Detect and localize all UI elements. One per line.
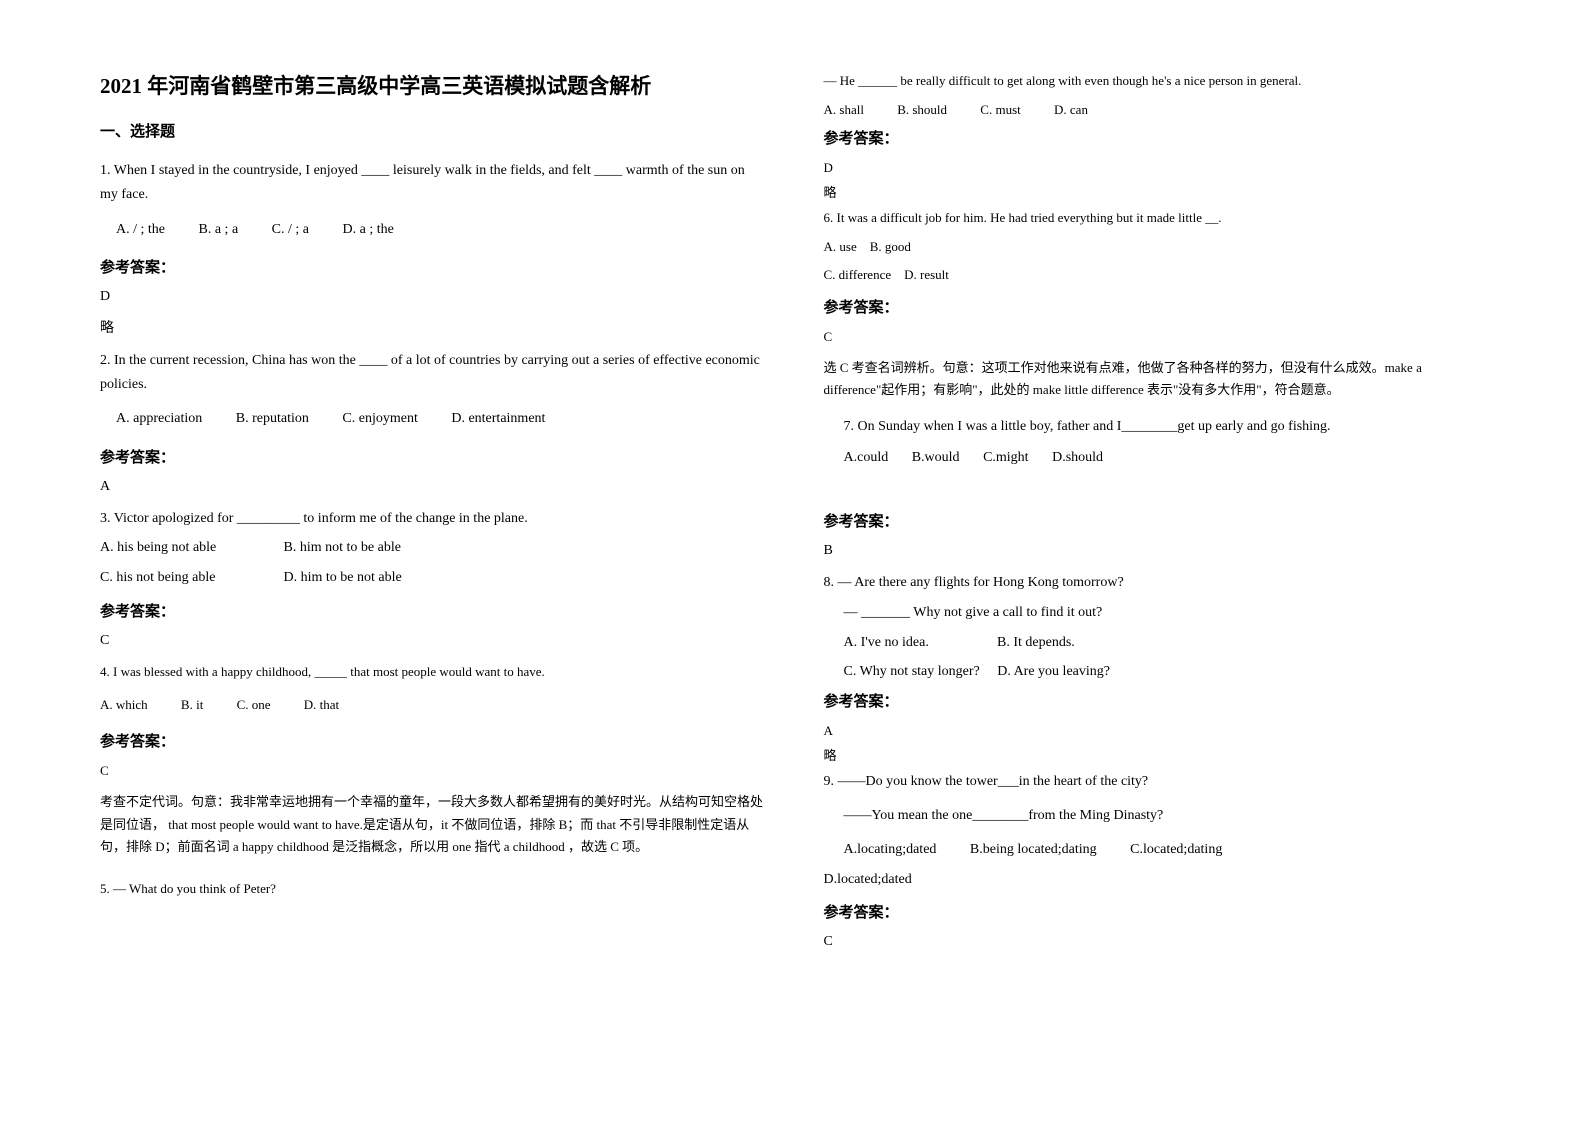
q8-answer-label: 参考答案：: [824, 690, 1488, 711]
q3-opt-a: A. his being not able: [100, 536, 280, 560]
q1-text: 1. When I stayed in the countryside, I e…: [100, 159, 764, 207]
q9-opt-b: B.being located;dating: [970, 838, 1097, 862]
q7-opt-c: C.might: [983, 445, 1029, 470]
q3-answer-label: 参考答案：: [100, 600, 764, 621]
q2-answer: A: [100, 479, 764, 495]
q6-options-row1: A. use B. good: [824, 236, 1488, 258]
q4-answer-label: 参考答案：: [100, 730, 764, 751]
q1-answer: D: [100, 289, 764, 305]
q8-options-row2: C. Why not stay longer? D. Are you leavi…: [824, 660, 1488, 684]
q2-answer-label: 参考答案：: [100, 446, 764, 467]
q1-options: A. / ; the B. a ; a C. / ; a D. a ; the: [100, 217, 764, 242]
q4-opt-d: D. that: [304, 693, 339, 716]
q5-options: A. shall B. should C. must D. can: [824, 98, 1488, 121]
q3-opt-b: B. him not to be able: [284, 540, 401, 555]
q3-opt-d: D. him to be not able: [284, 570, 402, 585]
q4-opt-a: A. which: [100, 693, 148, 716]
q8-text: 8. — Are there any flights for Hong Kong…: [824, 571, 1488, 595]
q1-answer-label: 参考答案：: [100, 256, 764, 277]
q6-options-row2: C. difference D. result: [824, 264, 1488, 286]
q2-opt-b: B. reputation: [236, 406, 309, 431]
q7-opt-d: D.should: [1052, 445, 1103, 470]
q7-options: A.could B.would C.might D.should: [824, 445, 1488, 470]
q1-opt-d: D. a ; the: [343, 217, 394, 242]
q5-opt-a: A. shall: [824, 98, 864, 121]
q3-options-row2: C. his not being able D. him to be not a…: [100, 566, 764, 590]
q4-explanation: 考查不定代词。句意：我非常幸运地拥有一个幸福的童年，一段大多数人都希望拥有的美好…: [100, 791, 764, 857]
q5-text: 5. — What do you think of Peter?: [100, 878, 764, 900]
section-header: 一、选择题: [100, 120, 764, 141]
q5-text2: — He ______ be really difficult to get a…: [824, 70, 1488, 92]
q8-opt-d: D. Are you leaving?: [997, 664, 1110, 679]
q9-options-row2: D.located;dated: [824, 868, 1488, 892]
q8-answer: A: [824, 723, 1488, 739]
q7-text: 7. On Sunday when I was a little boy, fa…: [824, 415, 1488, 439]
q1-opt-c: C. / ; a: [272, 217, 309, 242]
q2-opt-a: A. appreciation: [116, 406, 202, 431]
q3-answer: C: [100, 633, 764, 649]
q1-opt-b: B. a ; a: [199, 217, 239, 242]
q8-opt-c: C. Why not stay longer?: [844, 664, 980, 679]
q5-note: 略: [824, 182, 1488, 201]
q6-answer: C: [824, 329, 1488, 345]
q5-opt-c: C. must: [980, 98, 1020, 121]
q2-text: 2. In the current recession, China has w…: [100, 349, 764, 397]
q3-options-row1: A. his being not able B. him not to be a…: [100, 536, 764, 560]
q4-options: A. which B. it C. one D. that: [100, 693, 764, 716]
q8-opt-a: A. I've no idea.: [844, 631, 994, 655]
q9-opt-a: A.locating;dated: [844, 838, 937, 862]
q1-opt-a: A. / ; the: [116, 217, 165, 242]
q2-opt-c: C. enjoyment: [342, 406, 417, 431]
q8-note: 略: [824, 745, 1488, 764]
q7-opt-b: B.would: [912, 445, 960, 470]
q9-opt-c: C.located;dating: [1130, 842, 1222, 857]
q5-answer: D: [824, 160, 1488, 176]
q8-options-row1: A. I've no idea. B. It depends.: [824, 631, 1488, 655]
q6-explanation: 选 C 考查名词辨析。句意：这项工作对他来说有点难，他做了各种各样的努力，但没有…: [824, 357, 1488, 401]
q8-opt-b: B. It depends.: [997, 635, 1075, 650]
q4-answer: C: [100, 763, 764, 779]
q6-opt-a: A. use: [824, 239, 857, 254]
left-column: 2021 年河南省鹤壁市第三高级中学高三英语模拟试题含解析 一、选择题 1. W…: [100, 70, 794, 1082]
q6-text: 6. It was a difficult job for him. He ha…: [824, 207, 1488, 229]
q6-opt-b: B. good: [870, 239, 911, 254]
q9-answer-label: 参考答案：: [824, 901, 1488, 922]
q5-opt-d: D. can: [1054, 98, 1088, 121]
q4-opt-c: C. one: [237, 693, 271, 716]
q8-text2: — _______ Why not give a call to find it…: [824, 601, 1488, 625]
q3-opt-c: C. his not being able: [100, 566, 280, 590]
q9-options-row1: A.locating;dated B.being located;dating …: [824, 838, 1488, 862]
q4-text: 4. I was blessed with a happy childhood,…: [100, 661, 764, 683]
q5-answer-label: 参考答案：: [824, 127, 1488, 148]
q3-text: 3. Victor apologized for _________ to in…: [100, 507, 764, 531]
q9-text2: ——You mean the one________from the Ming …: [824, 804, 1488, 828]
q1-note: 略: [100, 317, 764, 337]
q9-answer: C: [824, 934, 1488, 950]
q7-answer: B: [824, 543, 1488, 559]
right-column: — He ______ be really difficult to get a…: [794, 70, 1488, 1082]
q2-opt-d: D. entertainment: [451, 406, 545, 431]
q6-answer-label: 参考答案：: [824, 296, 1488, 317]
q9-text: 9. ——Do you know the tower___in the hear…: [824, 770, 1488, 794]
q7-answer-label: 参考答案：: [824, 510, 1488, 531]
q9-opt-d: D.located;dated: [824, 872, 912, 887]
q2-options: A. appreciation B. reputation C. enjoyme…: [100, 406, 764, 431]
q5-opt-b: B. should: [897, 98, 947, 121]
q4-opt-b: B. it: [181, 693, 203, 716]
document-title: 2021 年河南省鹤壁市第三高级中学高三英语模拟试题含解析: [100, 70, 764, 100]
q6-opt-d: D. result: [904, 267, 949, 282]
q6-opt-c: C. difference: [824, 267, 892, 282]
q7-opt-a: A.could: [844, 445, 889, 470]
